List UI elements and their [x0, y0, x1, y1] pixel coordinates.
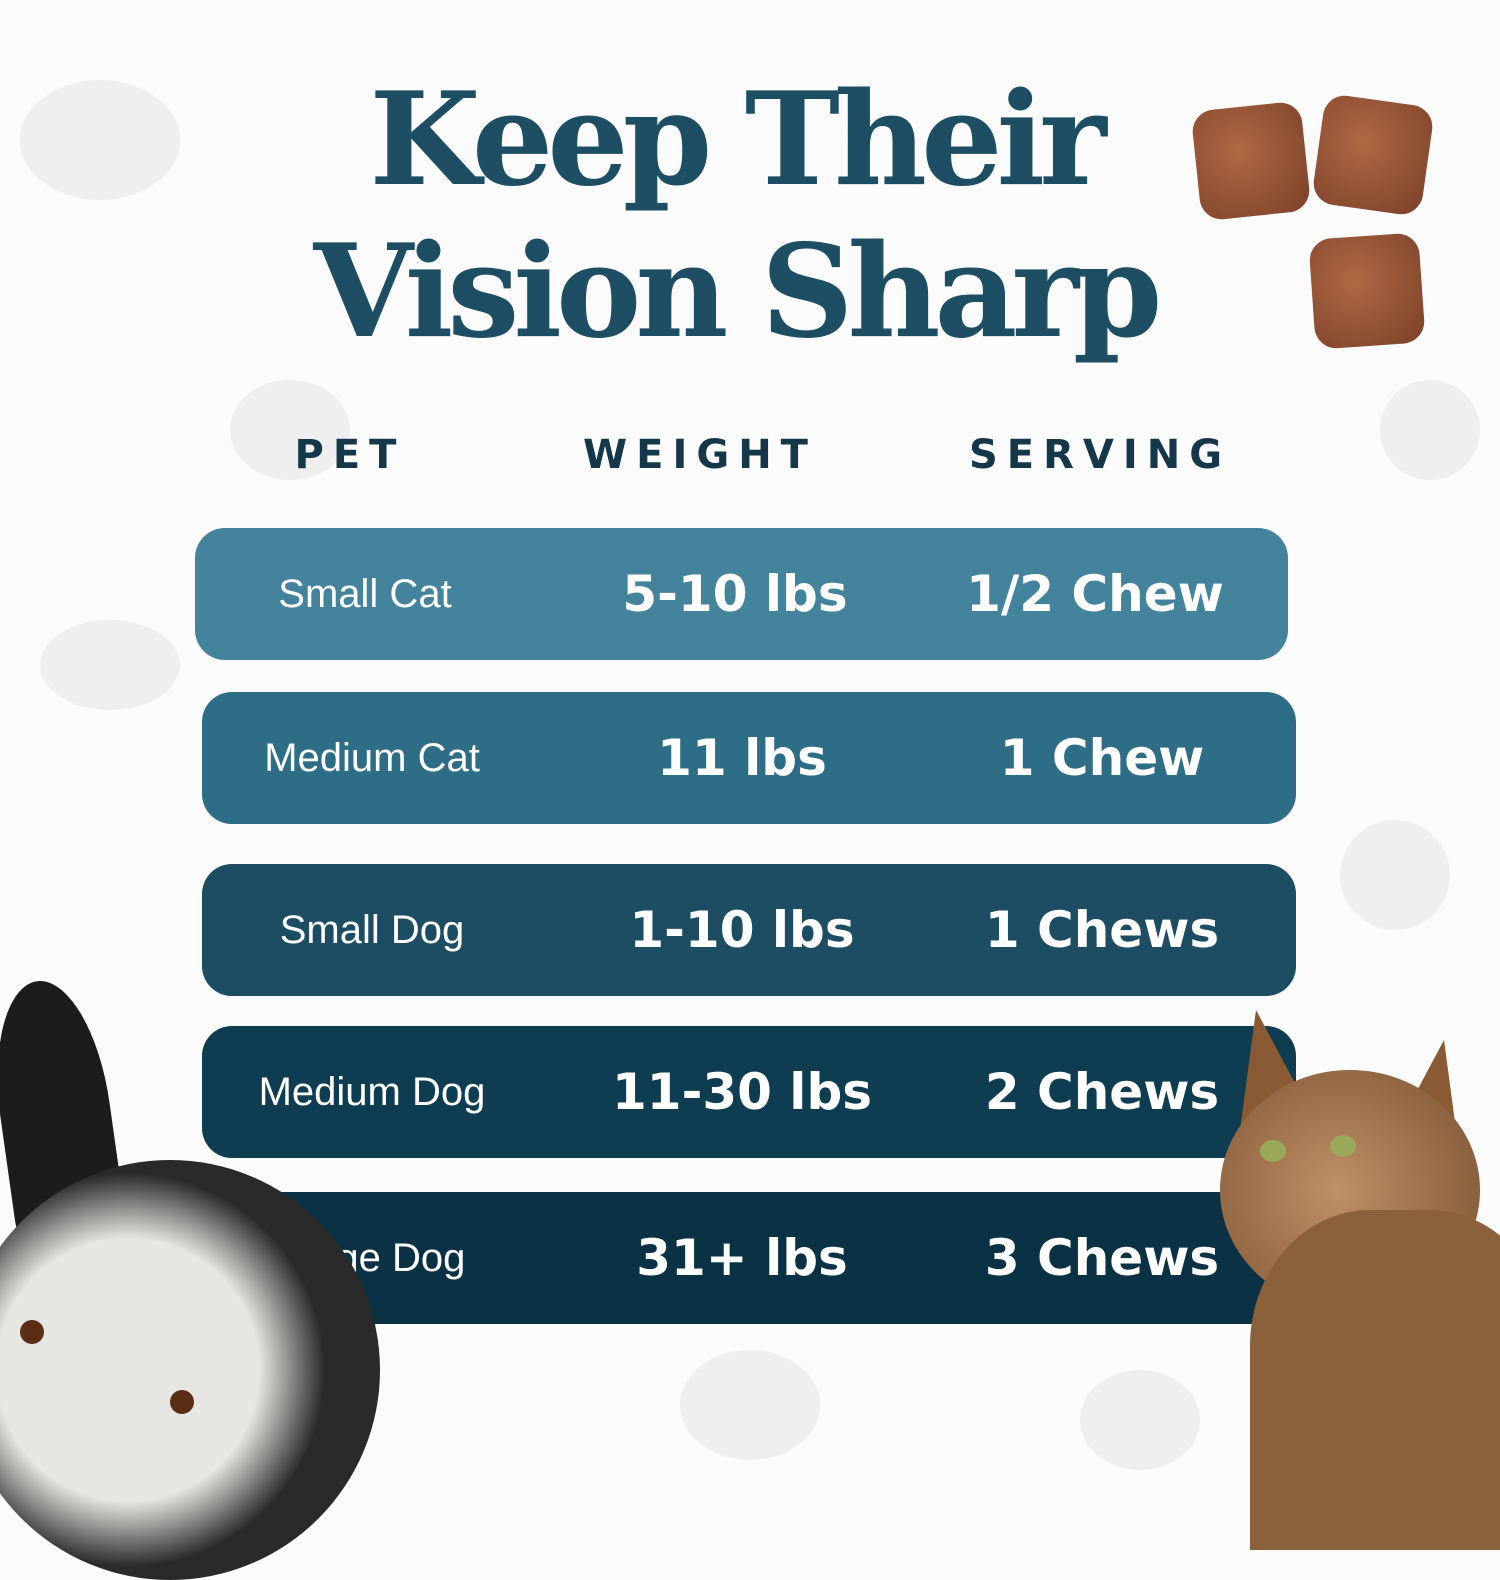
weight-cell: 11-30 lbs — [611, 1063, 872, 1121]
dog-photo — [0, 973, 400, 1580]
weight-cell: 5-10 lbs — [622, 565, 848, 623]
weight-cell: 11 lbs — [657, 729, 827, 787]
table-row: Small Dog 1-10 lbs 1 Chews — [202, 864, 1296, 996]
serving-cell: 1 Chew — [999, 729, 1205, 787]
serving-cell: 3 Chews — [984, 1229, 1220, 1287]
header-pet: PET — [294, 432, 406, 478]
table-row: Small Cat 5-10 lbs 1/2 Chew — [195, 528, 1288, 660]
table-row: Medium Dog 11-30 lbs 2 Chews — [202, 1026, 1296, 1158]
weight-cell: 1-10 lbs — [629, 901, 855, 959]
table-row: Large Dog 31+ lbs 3 Chews — [202, 1192, 1296, 1324]
pet-cell: Medium Dog — [258, 1070, 486, 1114]
pet-cell: Medium Cat — [264, 736, 480, 780]
weight-cell: 31+ lbs — [636, 1229, 848, 1287]
title-line-2: Vision Sharp — [313, 217, 1163, 367]
serving-cell: 1/2 Chew — [966, 565, 1224, 623]
table-row: Medium Cat 11 lbs 1 Chew — [202, 692, 1296, 824]
serving-cell: 1 Chews — [984, 901, 1220, 959]
header-serving: SERVING — [968, 432, 1232, 478]
title-line-1: Keep Their — [369, 65, 1106, 215]
cat-photo — [1210, 1010, 1500, 1550]
pet-cell: Small Cat — [278, 572, 452, 616]
header-weight: WEIGHT — [583, 432, 817, 478]
pet-cell: Small Dog — [279, 908, 465, 952]
serving-cell: 2 Chews — [984, 1063, 1220, 1121]
